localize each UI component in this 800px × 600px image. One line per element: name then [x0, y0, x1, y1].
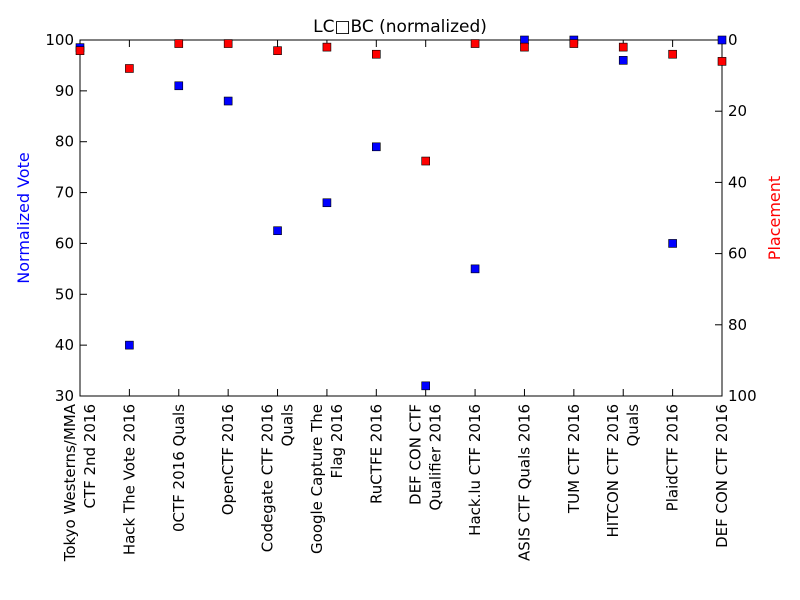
- x-tick-label: Codegate CTF 2016: [259, 404, 277, 552]
- x-tick-label: OpenCTF 2016: [219, 404, 237, 515]
- placement-point: [618, 42, 628, 52]
- right-tick-label: 20: [728, 102, 747, 120]
- x-tick-label: Quals: [279, 404, 297, 447]
- x-tick-label: ASIS CTF Quals 2016: [515, 404, 533, 561]
- placement-point: [174, 39, 184, 48]
- left-tick-label: 60: [55, 234, 74, 252]
- placement-point: [470, 39, 480, 48]
- x-tick-label: DEF CON CTF: [407, 404, 425, 505]
- vote-point: [273, 226, 282, 236]
- placement-point: [125, 64, 134, 73]
- x-tick-label: RuCTFE 2016: [367, 404, 385, 504]
- left-tick-label: 100: [45, 31, 74, 49]
- placement-point: [668, 49, 677, 59]
- x-tick-label: Qualifier 2016: [427, 404, 445, 511]
- x-tick-label: Google Capture The: [308, 404, 326, 554]
- left-tick-label: 90: [55, 82, 74, 100]
- chart-title: LC□BC (normalized): [313, 17, 487, 37]
- x-tick-label: Quals: [624, 404, 642, 447]
- vote-point: [717, 35, 727, 45]
- right-tick-label: 100: [728, 387, 757, 405]
- vote-point: [520, 35, 529, 45]
- left-tick-label: 30: [55, 387, 74, 405]
- right-tick-label: 60: [728, 245, 747, 263]
- vote-point: [223, 96, 233, 106]
- placement-point: [273, 46, 282, 55]
- left-tick-label: 40: [55, 336, 74, 354]
- x-tick-label: HITCON CTF 2016: [604, 404, 622, 537]
- right-tick-label: 40: [728, 173, 747, 191]
- placement-point: [223, 39, 233, 48]
- placement-point: [569, 39, 579, 48]
- vote-point: [421, 381, 430, 391]
- x-tick-label: TUM CTF 2016: [565, 404, 583, 514]
- right-tick-label: 80: [728, 316, 747, 334]
- x-tick-label: 0CTF 2016 Quals: [170, 404, 188, 532]
- vote-point: [470, 264, 480, 274]
- vote-point: [174, 81, 184, 91]
- x-tick-label: CTF 2nd 2016: [81, 404, 99, 509]
- vote-series: [75, 35, 727, 391]
- placement-point: [520, 42, 529, 52]
- placement-point: [421, 156, 430, 166]
- placement-point: [372, 49, 381, 59]
- x-tick-label: DEF CON CTF 2016: [713, 404, 731, 548]
- right-axis: 0 20 40 60 80 100: [715, 31, 757, 405]
- placement-series: [75, 39, 727, 166]
- x-axis: Tokyo Westerns/MMA CTF 2nd 2016 Hack The V…: [61, 40, 731, 562]
- placement-point: [75, 46, 85, 55]
- x-tick-label: Tokyo Westerns/MMA: [61, 403, 79, 562]
- y-axis-label-right: Placement: [765, 176, 784, 260]
- left-tick-label: 70: [55, 184, 74, 202]
- x-tick-label: Flag 2016: [328, 404, 346, 478]
- x-tick-label: Hack.lu CTF 2016: [466, 404, 484, 536]
- placement-point: [322, 42, 332, 52]
- vote-point: [618, 56, 628, 65]
- vote-point: [372, 142, 381, 152]
- placement-point: [717, 57, 727, 66]
- left-axis: 30 40 50 60 70 80 90 100: [45, 31, 87, 405]
- vote-point: [322, 198, 332, 208]
- left-tick-label: 80: [55, 133, 74, 151]
- right-tick-label: 0: [728, 31, 738, 49]
- x-tick-label: PlaidCTF 2016: [664, 404, 682, 511]
- x-tick-label: Hack The Vote 2016: [120, 404, 138, 555]
- vote-point: [125, 340, 134, 350]
- left-tick-label: 50: [55, 285, 74, 303]
- plot-area: [79, 39, 723, 397]
- y-axis-label-left: Normalized Vote: [14, 152, 33, 283]
- vote-point: [668, 239, 677, 248]
